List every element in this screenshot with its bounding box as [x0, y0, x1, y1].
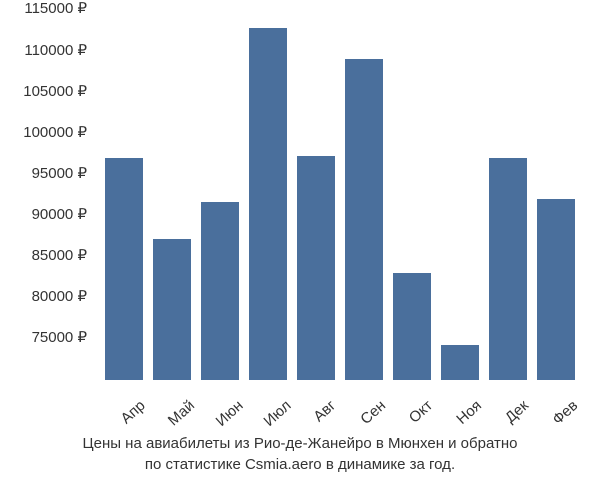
x-tick-label: Авг	[297, 385, 335, 435]
x-tick-label: Июн	[201, 385, 239, 435]
caption-line-2: по статистике Csmia.aero в динамике за г…	[0, 454, 600, 475]
bar	[105, 158, 143, 380]
bar	[345, 59, 383, 380]
y-tick-label: 110000 ₽	[24, 41, 87, 59]
x-axis: Апр Май Июн Июл Авг Сен Окт Ноя Дек Фев	[100, 385, 580, 435]
bar	[441, 345, 479, 380]
bars-group	[100, 10, 580, 380]
x-tick-label: Сен	[345, 385, 383, 435]
x-tick-label: Ноя	[441, 385, 479, 435]
bar	[201, 202, 239, 380]
y-tick-label: 115000 ₽	[24, 0, 87, 17]
y-tick-label: 75000 ₽	[32, 328, 87, 346]
bar	[297, 156, 335, 380]
bar	[153, 239, 191, 380]
y-tick-label: 90000 ₽	[32, 205, 87, 223]
x-tick-label: Дек	[489, 385, 527, 435]
x-tick-label: Июл	[249, 385, 287, 435]
bar	[537, 199, 575, 380]
bar	[249, 28, 287, 380]
y-tick-label: 85000 ₽	[32, 246, 87, 264]
y-tick-label: 80000 ₽	[32, 287, 87, 305]
x-tick-label: Май	[153, 385, 191, 435]
x-tick-label: Фев	[537, 385, 575, 435]
y-tick-label: 100000 ₽	[23, 123, 87, 141]
x-tick-label: Окт	[393, 385, 431, 435]
y-tick-label: 105000 ₽	[23, 82, 87, 100]
chart-caption: Цены на авиабилеты из Рио-де-Жанейро в М…	[0, 433, 600, 475]
x-tick-label: Апр	[105, 385, 143, 435]
caption-line-1: Цены на авиабилеты из Рио-де-Жанейро в М…	[0, 433, 600, 454]
y-tick-label: 95000 ₽	[32, 164, 87, 182]
bar	[393, 273, 431, 380]
bar	[489, 158, 527, 380]
chart-plot-area	[100, 10, 580, 380]
y-axis: 75000 ₽ 80000 ₽ 85000 ₽ 90000 ₽ 95000 ₽ 10000…	[0, 10, 95, 380]
